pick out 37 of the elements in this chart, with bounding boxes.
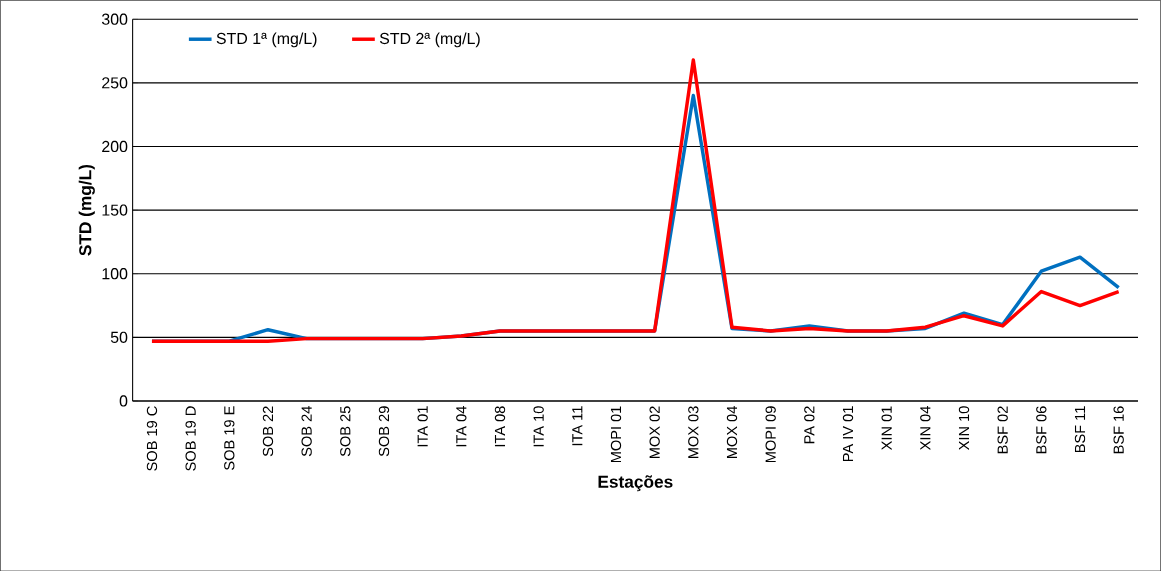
x-tick-label: XIN 10 [958,406,970,450]
y-tick-label: 100 [102,267,128,280]
y-tick-label: 250 [102,77,128,89]
y-tick-label: 50 [110,331,128,343]
y-axis-title: STD (mg/L) [78,164,95,256]
legend-label: STD 2ª (mg/L) [379,32,480,48]
x-tick-label: ITA 08 [494,406,506,447]
x-tick-label: XIN 01 [881,406,892,450]
x-tick-label: MOX 04 [726,405,738,458]
x-tick-label: MOX 02 [649,406,660,458]
x-tick-label: MOX 03 [688,406,699,458]
x-tick-label: BSF 06 [1036,406,1047,453]
y-tick-label: 0 [119,395,128,407]
x-tick-label: SOB 19 C [146,406,158,471]
x-tick-label: SOB 19 E [224,406,235,470]
x-tick-label: ITA 11 [572,406,583,445]
x-tick-label: PA 02 [804,406,815,443]
x-tick-label: MOPI 01 [610,406,622,462]
x-tick-label: PA IV 01 [842,406,854,461]
legend-label: STD 1ª (mg/L) [216,32,317,48]
y-tick-label: 150 [102,204,128,216]
y-tick-label: 200 [102,140,128,152]
x-tick-label: BSF 16 [1113,406,1124,453]
x-tick-label: ITA 10 [533,406,544,447]
x-tick-label: SOB 19 D [185,406,196,471]
x-tick-label: SOB 22 [262,406,274,456]
x-tick-label: XIN 04 [920,405,931,450]
x-tick-label: SOB 29 [378,406,390,456]
x-tick-label: SOB 25 [340,406,351,456]
x-tick-label: BSF 02 [997,406,1008,453]
x-tick-label: ITA 01 [417,406,428,447]
y-tick-label: 300 [101,13,128,25]
x-tick-label: BSF 11 [1074,406,1086,452]
x-axis-title: Estações [598,475,673,492]
x-tick-label: SOB 24 [301,405,312,456]
x-tick-label: ITA 04 [456,405,467,447]
x-tick-label: MOPI 09 [765,406,776,462]
